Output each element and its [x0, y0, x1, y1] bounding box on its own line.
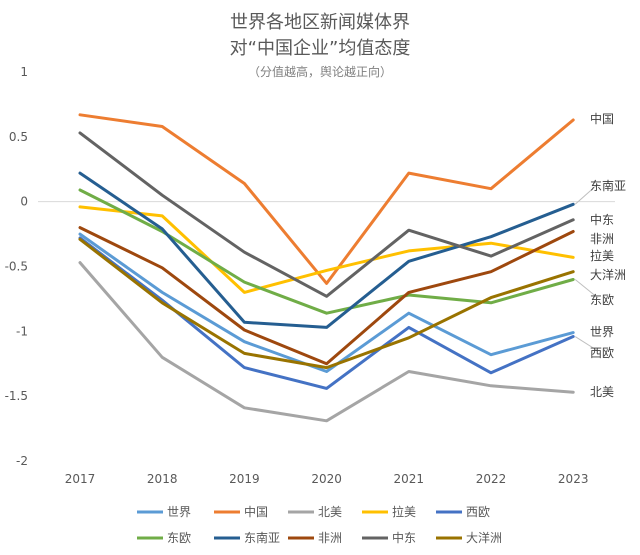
- series-end-label: 非洲: [590, 232, 614, 246]
- end-label-leader: [574, 336, 599, 352]
- legend-item: 北美: [288, 505, 342, 519]
- legend-label: 中东: [392, 530, 416, 545]
- series-end-label: 拉美: [590, 248, 614, 263]
- series-line-3: [78, 261, 575, 423]
- legend-label: 东欧: [167, 531, 191, 545]
- legend-label: 世界: [167, 505, 191, 519]
- series-line-9: [78, 131, 575, 298]
- legend-label: 大洋洲: [466, 530, 502, 545]
- series-end-label: 大洋洲: [590, 267, 626, 282]
- chart-title-line2: 对“中国企业”均值态度: [230, 38, 411, 59]
- series-end-label: 东欧: [590, 293, 614, 307]
- x-tick-label: 2021: [394, 472, 425, 486]
- series-line-4: [78, 205, 575, 294]
- y-tick-label: 0: [20, 195, 28, 209]
- x-tick-label: 2022: [476, 472, 507, 486]
- series-line-8: [78, 226, 575, 366]
- series-line-6: [78, 188, 575, 315]
- legend-item: 东南亚: [214, 530, 280, 545]
- legend-label: 拉美: [392, 504, 416, 519]
- legend-label: 西欧: [466, 505, 490, 519]
- y-tick-label: -0.5: [5, 260, 28, 274]
- x-tick-label: 2018: [147, 472, 178, 486]
- legend-label: 北美: [318, 505, 342, 519]
- x-tick-label: 2020: [311, 472, 342, 486]
- y-tick-label: -1.5: [5, 389, 28, 403]
- y-tick-label: -1: [16, 324, 28, 338]
- legend-item: 西欧: [436, 505, 490, 519]
- x-tick-label: 2019: [229, 472, 260, 486]
- legend-label: 非洲: [318, 531, 342, 545]
- legend-item: 世界: [137, 505, 191, 519]
- series-end-label: 北美: [590, 385, 614, 399]
- y-axis: 1 0.5 0 -0.5 -1 -1.5 -2: [5, 65, 28, 468]
- series-line-7: [78, 171, 575, 329]
- series-end-label: 世界: [590, 325, 614, 339]
- chart-subtitle: （分值越高，舆论越正向）: [248, 64, 392, 79]
- series-line-10: [78, 237, 575, 370]
- y-tick-label: -2: [16, 454, 28, 468]
- x-tick-label: 2017: [65, 472, 96, 486]
- legend-item: 非洲: [288, 531, 342, 545]
- series-end-label: 中国: [590, 111, 614, 126]
- series-group: [78, 113, 575, 423]
- x-axis: 2017 2018 2019 2020 2021 2022 2023: [65, 472, 589, 486]
- series-line-5: [78, 236, 575, 390]
- series-line-1: [78, 232, 575, 373]
- legend-item: 中国: [214, 504, 268, 519]
- x-tick-label: 2023: [558, 472, 589, 486]
- series-end-label: 中东: [590, 212, 614, 227]
- series-end-label: 西欧: [590, 346, 614, 360]
- legend-label: 东南亚: [244, 530, 280, 545]
- y-tick-label: 0.5: [9, 130, 28, 144]
- legend-item: 大洋洲: [436, 530, 502, 545]
- end-label-leader: [574, 183, 599, 205]
- y-tick-label: 1: [20, 65, 28, 79]
- series-line-2: [78, 113, 575, 285]
- legend-item: 拉美: [362, 504, 416, 519]
- legend-item: 东欧: [137, 531, 191, 545]
- legend-item: 中东: [362, 530, 416, 545]
- end-label-leader: [574, 279, 599, 299]
- legend-label: 中国: [244, 504, 268, 519]
- chart-title-line1: 世界各地区新闻媒体界: [230, 12, 410, 33]
- series-end-label: 东南亚: [590, 178, 626, 193]
